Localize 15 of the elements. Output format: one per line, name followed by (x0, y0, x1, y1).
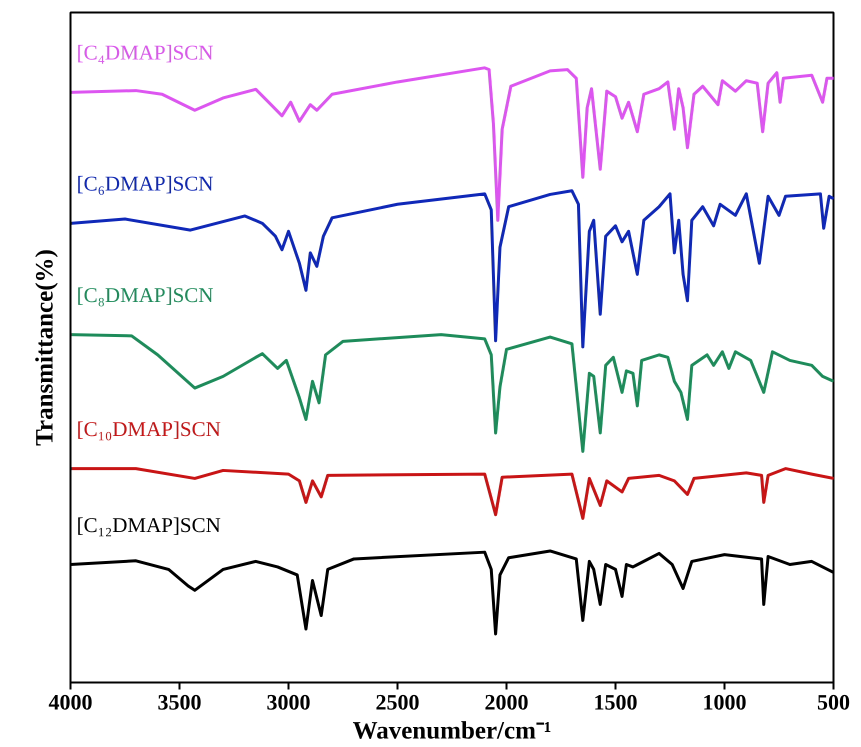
series-label: [C₆DMAP]SCN (76, 172, 214, 196)
x-tick-label: 500 (817, 690, 850, 714)
series-label: [C₄DMAP]SCN (76, 40, 214, 65)
x-tick-label: 1500 (594, 690, 638, 714)
x-axis-title: Wavenumber/cm⁻¹ (352, 718, 552, 744)
series-label: [C₁₀DMAP]SCN (76, 416, 221, 441)
x-tick-label: 2500 (376, 690, 420, 714)
series-label: [C₈DMAP]SCN (76, 282, 214, 307)
series-label: [C₁₂DMAP]SCN (76, 512, 221, 537)
x-tick-label: 2000 (484, 690, 528, 714)
y-axis-title: Transmittance(%) (32, 249, 58, 446)
x-tick-label: 4000 (48, 690, 92, 714)
x-tick-label: 3500 (158, 690, 202, 714)
x-tick-label: 1000 (702, 690, 746, 714)
x-tick-label: 3000 (266, 690, 310, 714)
